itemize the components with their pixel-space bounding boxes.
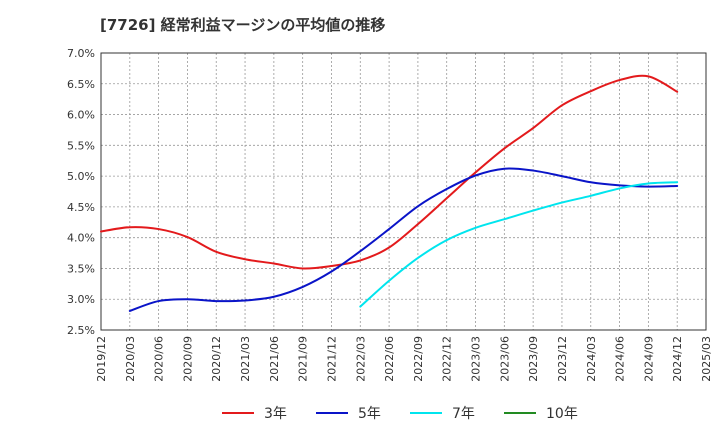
y-tick-label: 6.0% [67, 109, 95, 122]
x-tick-label: 2021/03 [239, 336, 252, 382]
x-tick-label: 2023/06 [498, 336, 511, 382]
x-axis-ticks: 2019/12 2020/03 2020/06 2020/09 2020/12 2021/… [95, 336, 713, 382]
legend-item[interactable]: 5年 [316, 406, 381, 422]
y-tick-label: 4.0% [67, 232, 95, 245]
chart-title: [7726] 経常利益マージンの平均値の推移 [100, 16, 386, 34]
x-tick-label: 2021/06 [268, 336, 281, 382]
y-tick-label: 4.5% [67, 201, 95, 214]
legend-label: 3年 [264, 406, 287, 422]
y-tick-label: 5.0% [67, 170, 95, 183]
y-tick-label: 6.5% [67, 78, 95, 91]
x-tick-label: 2024/06 [614, 336, 627, 382]
x-tick-label: 2023/12 [556, 336, 569, 382]
x-tick-label: 2022/03 [354, 336, 367, 382]
x-tick-label: 2021/09 [297, 336, 310, 382]
legend-label: 7年 [452, 406, 475, 422]
series-lines [100, 74, 679, 312]
y-tick-label: 3.5% [67, 262, 95, 275]
series-line-0 [100, 74, 679, 270]
x-tick-label: 2022/09 [412, 336, 425, 382]
plot-frame [100, 52, 707, 331]
plot-area [101, 53, 706, 330]
x-tick-label: 2022/12 [441, 336, 454, 382]
x-tick-label: 2025/03 [700, 336, 713, 382]
legend-item[interactable]: 3年 [222, 406, 287, 422]
y-axis-ticks: 2.5% 3.0% 3.5% 4.0% 4.5% 5.0% 5.5% 6.0% 6.5% 7.0% [67, 47, 95, 337]
x-tick-label: 2024/03 [585, 336, 598, 382]
legend[interactable]: 3年 5年 7年 10年 [222, 406, 578, 422]
legend-label: 10年 [546, 406, 578, 422]
x-tick-label: 2020/03 [124, 336, 137, 382]
y-tick-label: 5.5% [67, 139, 95, 152]
y-tick-label: 3.0% [67, 293, 95, 306]
y-tick-label: 7.0% [67, 47, 95, 60]
x-tick-label: 2020/06 [153, 336, 166, 382]
x-tick-label: 2020/09 [181, 336, 194, 382]
x-tick-label: 2024/12 [671, 336, 684, 382]
legend-item[interactable]: 10年 [504, 406, 578, 422]
y-tick-label: 2.5% [67, 324, 95, 337]
x-tick-label: 2019/12 [95, 336, 108, 382]
legend-item[interactable]: 7年 [410, 406, 475, 422]
x-tick-label: 2021/12 [325, 336, 338, 382]
x-tick-label: 2022/06 [383, 336, 396, 382]
x-tick-label: 2023/03 [470, 336, 483, 382]
series-line-2 [359, 181, 679, 308]
legend-label: 5年 [358, 406, 381, 422]
series-line-1 [128, 167, 679, 312]
grid-lines [101, 53, 706, 330]
x-tick-label: 2024/09 [642, 336, 655, 382]
x-tick-label: 2020/12 [210, 336, 223, 382]
x-tick-label: 2023/09 [527, 336, 540, 382]
